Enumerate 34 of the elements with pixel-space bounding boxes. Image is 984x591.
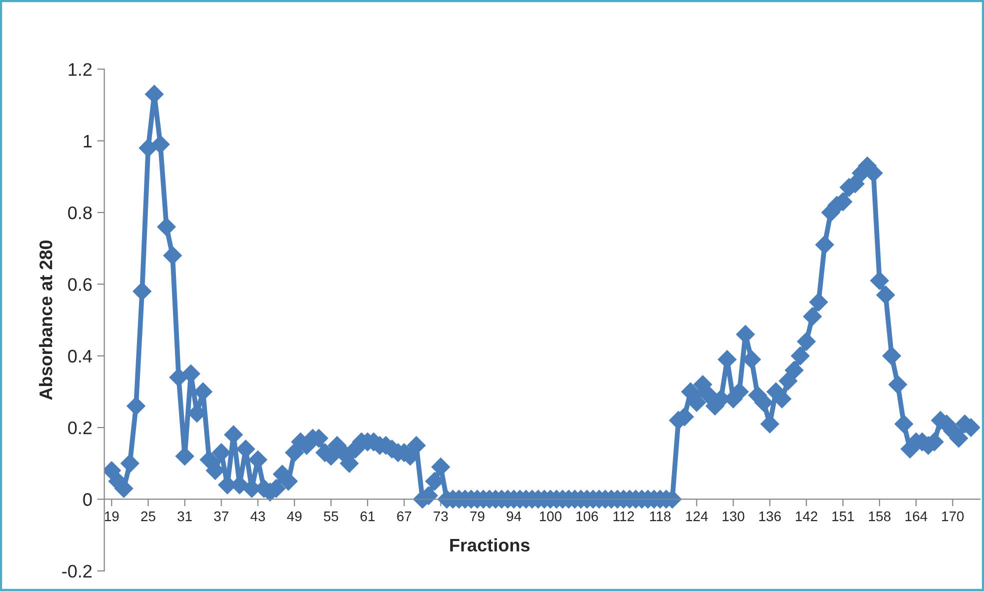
x-tick-label: 118 (650, 511, 671, 522)
x-tick-label: 130 (722, 511, 744, 522)
x-tick-label: 106 (576, 511, 598, 522)
y-tick-label: 0.4 (68, 350, 92, 363)
x-tick-label: 151 (832, 512, 854, 522)
y-tick-label: 0.6 (68, 278, 92, 291)
x-tick-label: 164 (906, 511, 928, 522)
x-axis-title: Fractions (450, 538, 530, 552)
x-tick-label: 112 (614, 511, 634, 522)
y-tick-label: 1 (84, 134, 92, 148)
x-tick-label: 170 (942, 511, 964, 522)
x-tick-label: 79 (470, 511, 484, 522)
x-tick-label: 61 (360, 511, 375, 522)
y-tick-label: 0.2 (68, 421, 92, 434)
y-tick-label: 0.8 (68, 206, 92, 220)
x-tick-label: 158 (868, 511, 890, 522)
x-tick-label: 19 (104, 511, 119, 522)
x-tick-label: 43 (250, 511, 265, 522)
x-tick-label: 49 (287, 511, 302, 522)
x-tick-label: 94 (506, 511, 522, 522)
x-tick-label: 37 (214, 511, 228, 522)
x-tick-label: 31 (178, 511, 192, 522)
x-tick-label: 142 (796, 511, 818, 522)
x-tick-label: 67 (397, 511, 412, 522)
y-tick-label: 1.2 (68, 63, 92, 76)
y-axis-title: Absorbance at 280 (39, 240, 52, 400)
x-tick-label: 73 (434, 511, 448, 522)
x-tick-label: 25 (141, 511, 156, 522)
x-tick-label: 55 (324, 512, 338, 522)
x-tick-label: 136 (759, 511, 781, 522)
x-tick-label: 124 (686, 511, 708, 522)
x-tick-label: 100 (540, 511, 562, 522)
y-tick-label: 0 (83, 493, 92, 506)
y-tick-label: -0.2 (62, 564, 92, 578)
